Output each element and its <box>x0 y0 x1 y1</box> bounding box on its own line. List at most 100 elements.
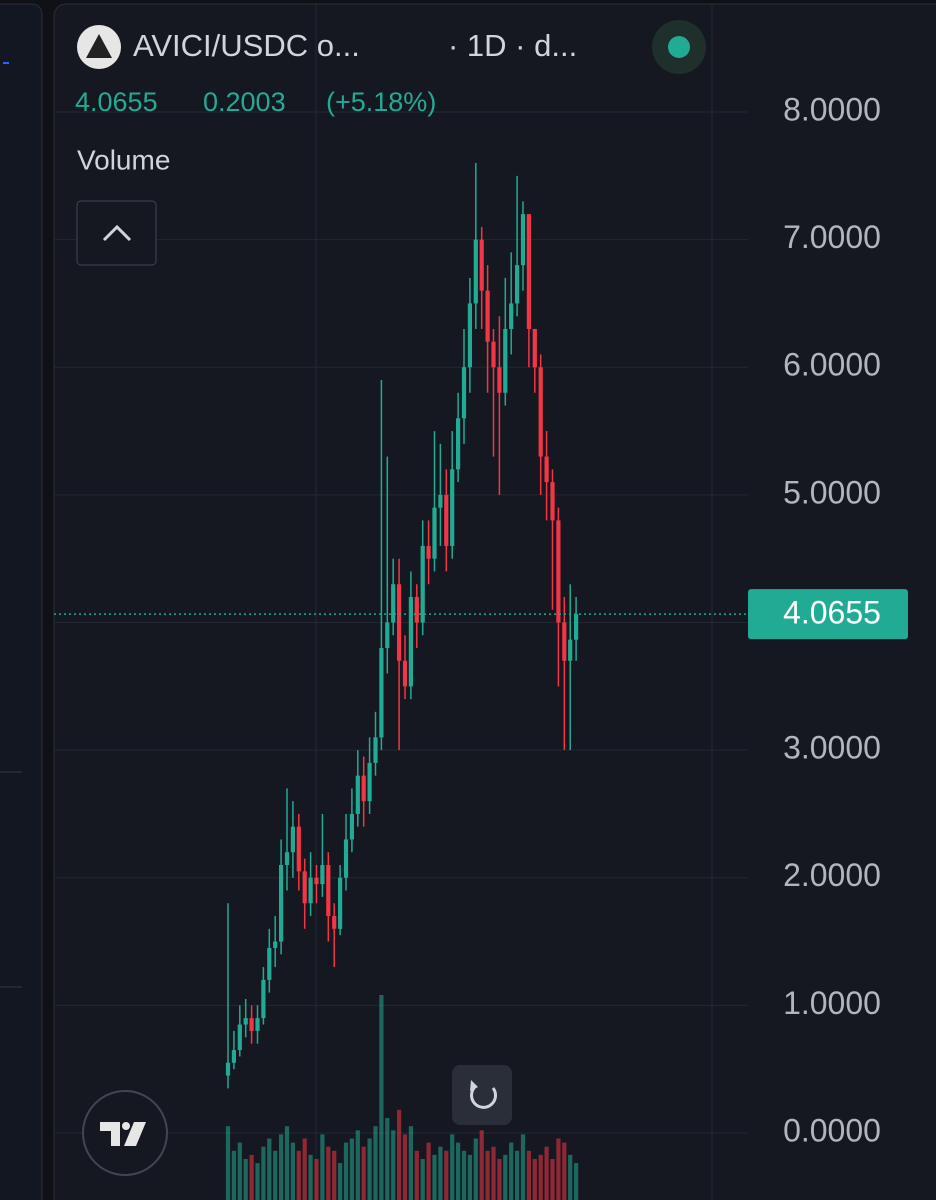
change-percent: (+5.18%) <box>326 87 436 117</box>
candle-body <box>574 614 579 640</box>
volume-bar <box>249 1154 254 1200</box>
candle-body <box>485 290 490 342</box>
volume-bar <box>391 1130 396 1200</box>
collapse-button[interactable] <box>76 200 157 266</box>
candle-body <box>450 469 455 546</box>
candle-body <box>467 303 472 368</box>
candle-body <box>503 328 508 393</box>
volume-bar <box>532 1159 537 1200</box>
volume-bar <box>450 1134 455 1200</box>
volume-bar <box>568 1154 573 1200</box>
candle-body <box>273 941 278 948</box>
volume-bar <box>349 1138 354 1200</box>
candle-body <box>290 826 295 853</box>
volume-bar <box>279 1134 284 1200</box>
volume-bar <box>420 1159 425 1200</box>
interval[interactable]: · 1D · d... <box>448 28 577 63</box>
volume-bar <box>515 1150 520 1200</box>
symbol-title[interactable]: AVICI/USDC o... <box>133 28 360 63</box>
change: 0.2003 <box>203 87 286 117</box>
candle-body <box>491 341 496 368</box>
y-tick-label: 1.0000 <box>783 985 881 1021</box>
candle-body <box>432 507 437 559</box>
volume-bar <box>562 1142 567 1200</box>
reset-button[interactable] <box>452 1065 512 1125</box>
volume-bar <box>444 1150 449 1200</box>
volume-bar <box>432 1154 437 1200</box>
volume-bar <box>497 1159 502 1200</box>
candle-body <box>538 367 543 457</box>
volume-bar <box>237 1142 242 1200</box>
status-dot <box>668 36 690 58</box>
candle-body <box>373 737 378 763</box>
candle-body <box>249 1018 254 1031</box>
plot <box>54 163 748 1200</box>
candle-body <box>243 1018 248 1025</box>
volume-bar <box>284 1126 290 1200</box>
volume-bar <box>367 1138 372 1200</box>
volume-bar <box>225 1126 231 1200</box>
volume-bar <box>550 1159 555 1200</box>
volume-bar <box>485 1150 490 1200</box>
candle-body <box>408 596 413 687</box>
candle-body <box>343 839 349 878</box>
candle-body <box>473 239 478 304</box>
volume-bar <box>467 1154 472 1200</box>
volume-bar <box>273 1150 278 1200</box>
candle-body <box>385 622 390 649</box>
volume-bar <box>414 1150 419 1200</box>
candle-body <box>284 852 290 865</box>
candle-body <box>420 545 425 623</box>
candle-body <box>456 418 461 470</box>
volume-bar <box>261 1146 266 1200</box>
volume-bar <box>338 1163 343 1200</box>
volume-bar <box>509 1142 514 1200</box>
y-tick-label: 6.0000 <box>783 347 881 383</box>
y-tick-label: 0.0000 <box>783 1112 881 1148</box>
volume-bar <box>544 1146 549 1200</box>
candle-body <box>414 596 419 623</box>
candle-body <box>326 864 331 917</box>
volume-bar <box>296 1150 301 1200</box>
candle-body <box>349 813 354 840</box>
volume-bar <box>526 1150 531 1200</box>
volume-bar <box>426 1142 431 1200</box>
y-tick-label: 2.0000 <box>783 857 881 893</box>
candle-body <box>562 622 567 661</box>
volume-bar <box>361 1146 366 1200</box>
candle-body <box>361 775 366 802</box>
volume-bar <box>243 1159 248 1200</box>
volume-bar <box>479 1130 484 1200</box>
last-price-box <box>748 589 908 640</box>
volume-bar <box>402 1134 408 1200</box>
volume-bar <box>308 1154 313 1200</box>
candle-body <box>308 877 313 904</box>
last-price-label: 4.0655 <box>783 595 881 631</box>
candle-body <box>296 826 301 872</box>
volume-bar <box>326 1146 331 1200</box>
toolbar-indicator <box>3 62 9 64</box>
candle-body <box>444 494 449 546</box>
volume-bar <box>343 1142 349 1200</box>
candle-body <box>568 639 573 661</box>
y-tick-label: 7.0000 <box>783 219 881 255</box>
candle-body <box>438 494 443 508</box>
candle-body <box>550 482 555 521</box>
candle-body <box>332 916 337 929</box>
candle-body <box>367 762 372 802</box>
tv-logo[interactable] <box>82 1090 168 1176</box>
volume-bar <box>255 1163 260 1200</box>
chevron-icon <box>102 224 132 242</box>
candle-body <box>402 660 408 687</box>
volume-bar <box>267 1138 272 1200</box>
volume-bar <box>556 1138 561 1200</box>
volume-bar <box>461 1150 467 1200</box>
volume-bar <box>302 1138 307 1200</box>
candle-body <box>237 1024 242 1051</box>
candle-body <box>338 877 343 929</box>
tv-logo-glyph <box>100 1122 146 1146</box>
volume-bar <box>503 1154 508 1200</box>
left-toolbar <box>0 3 43 1200</box>
candle-body <box>497 367 502 393</box>
